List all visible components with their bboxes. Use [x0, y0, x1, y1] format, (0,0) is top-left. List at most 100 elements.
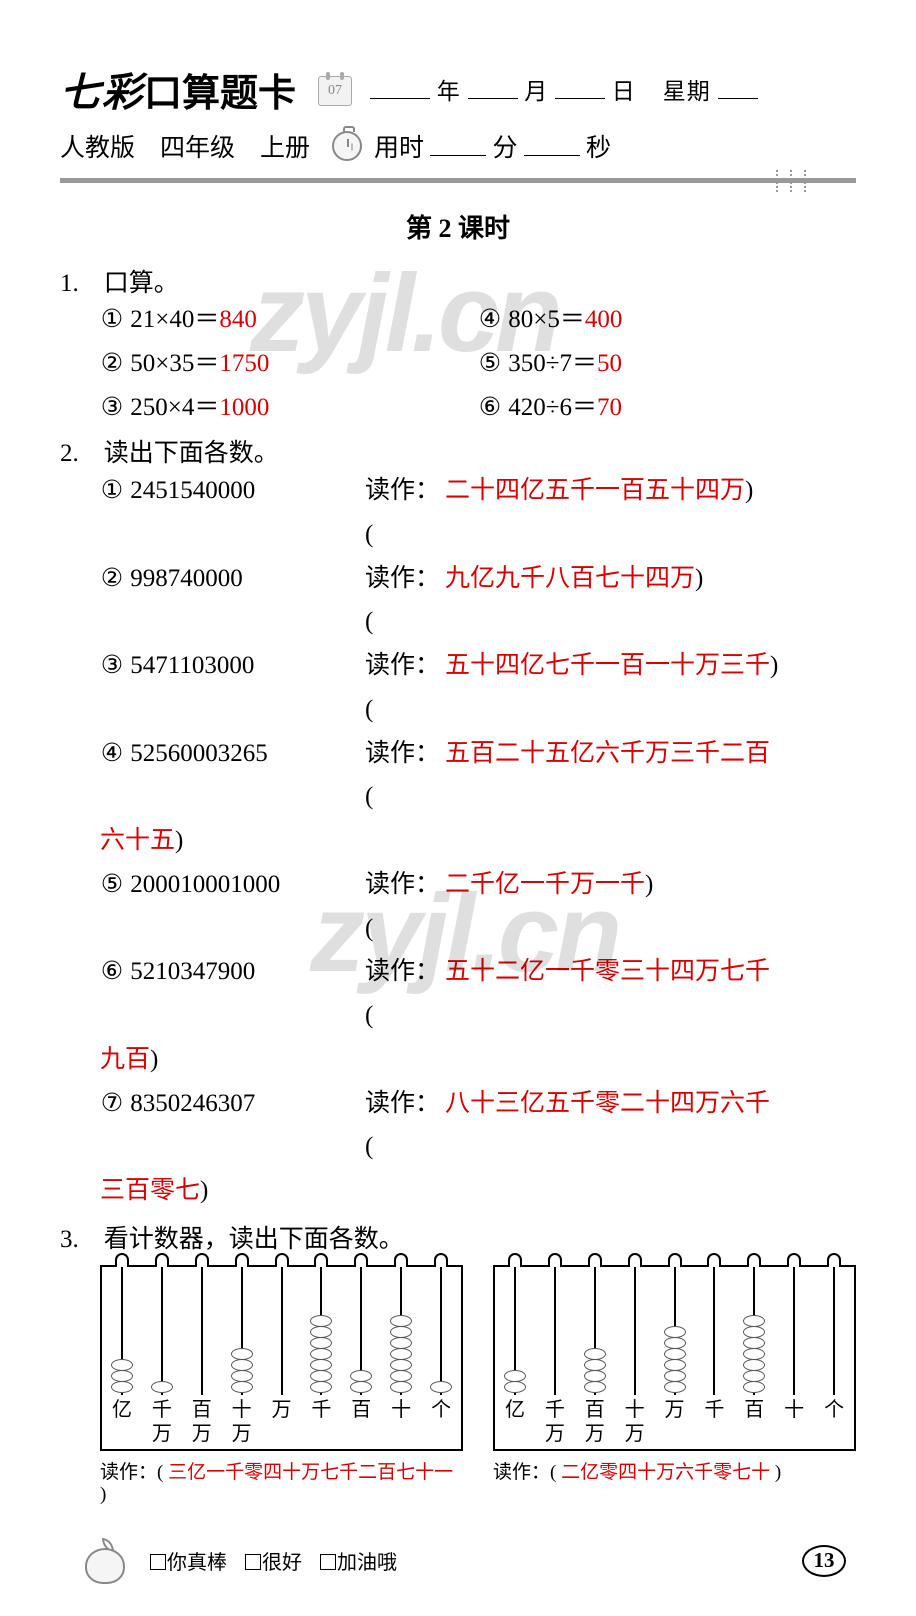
bead: [310, 1348, 332, 1360]
checkbox-icon[interactable]: [320, 1554, 336, 1570]
bead: [350, 1370, 372, 1382]
q2-item: ④ 52560003265读作：( 五百二十五亿六千万三千二百: [100, 732, 856, 820]
item-num: ④: [478, 304, 502, 334]
min-blank[interactable]: [430, 131, 486, 156]
rule-marks: [776, 170, 806, 192]
q2-number: ⑤ 200010001000: [100, 863, 365, 951]
place-label: 千: [694, 1398, 734, 1446]
read-label: 读作：(: [100, 1462, 163, 1483]
bead: [390, 1326, 412, 1338]
abacus-answer: 读作：( 二亿零四十万六千零七十 ): [493, 1457, 856, 1484]
q1-item: ② 50×35＝1750: [100, 343, 478, 379]
q2-item: ② 998740000读作：( 九亿九千八百七十四万 ): [100, 557, 856, 645]
place-label: 千万: [142, 1398, 182, 1446]
place-label: 十: [774, 1398, 814, 1446]
worksheet-page: zyjl.cn zyjl.cn 七彩口算题卡 07 年 月 日 星期 人教版 四…: [0, 0, 916, 1616]
place-label: 万: [262, 1398, 302, 1446]
abacus-rod: [222, 1267, 262, 1395]
item-num: ③: [100, 392, 124, 422]
close-paren: ): [175, 819, 183, 863]
bead: [743, 1348, 765, 1360]
lesson-title: 第 2 课时: [60, 208, 856, 245]
logo-rest: 口算题卡: [144, 73, 296, 115]
read-label: 读作：(: [365, 732, 445, 820]
bead: [584, 1359, 606, 1371]
close-paren: ): [150, 1038, 158, 1082]
bead: [151, 1381, 173, 1393]
year-blank[interactable]: [370, 76, 430, 99]
bead: [743, 1315, 765, 1327]
bead: [504, 1381, 526, 1393]
bead: [430, 1381, 452, 1393]
close-paren: ): [770, 1462, 781, 1483]
bead: [310, 1381, 332, 1393]
item-num: ②: [100, 348, 124, 378]
item-num: ⑤: [478, 348, 502, 378]
bead: [390, 1370, 412, 1382]
q2-number: ① 2451540000: [100, 469, 365, 557]
close-paren: ): [645, 863, 653, 951]
abacus-rod: [615, 1267, 655, 1395]
answer: 八十三亿五千零二十四万六千: [445, 1082, 770, 1170]
bead: [390, 1381, 412, 1393]
close-paren: ): [745, 469, 753, 557]
read-label: 读作：(: [365, 1082, 445, 1170]
rating-option[interactable]: 加油哦: [320, 1552, 397, 1574]
bead: [231, 1370, 253, 1382]
rating-option[interactable]: 很好: [245, 1552, 302, 1574]
page-number: 13: [802, 1545, 846, 1577]
day-blank[interactable]: [555, 76, 605, 99]
q2-item-cont: 三百零七 ): [100, 1169, 856, 1213]
place-label: 亿: [102, 1398, 142, 1446]
bead: [310, 1370, 332, 1382]
q2-item: ③ 5471103000读作：( 五十四亿七千一百一十万三千 ): [100, 644, 856, 732]
bead: [743, 1326, 765, 1338]
calendar-icon: 07: [318, 76, 352, 106]
logo: 七彩口算题卡: [60, 60, 296, 118]
checkbox-icon[interactable]: [245, 1554, 261, 1570]
time-fields: 用时 分 秒: [374, 128, 611, 164]
item-num: ①: [100, 304, 124, 334]
abacus-rod: [341, 1267, 381, 1395]
month-blank[interactable]: [468, 76, 518, 99]
q1-item: ⑤ 350÷7＝50: [478, 343, 856, 379]
place-label: 百万: [575, 1398, 615, 1446]
month-label: 月: [524, 79, 548, 104]
time-label: 用时: [374, 135, 424, 162]
bead: [310, 1337, 332, 1349]
q2-item: ① 2451540000读作：( 二十四亿五千一百五十四万 ): [100, 469, 856, 557]
abacus-rod: [655, 1267, 695, 1395]
abacus-rod: [182, 1267, 222, 1395]
bead: [350, 1381, 372, 1393]
weekday-blank[interactable]: [718, 76, 758, 99]
q2-number: ⑥ 5210347900: [100, 950, 365, 1038]
checkbox-icon[interactable]: [150, 1554, 166, 1570]
sec-blank[interactable]: [524, 131, 580, 156]
answer-cont: 九百: [100, 1038, 150, 1082]
bead: [584, 1348, 606, 1360]
day-label: 日: [612, 79, 636, 104]
bead: [584, 1370, 606, 1382]
expr: 250×4＝: [130, 394, 219, 421]
q1-item: ① 21×40＝840: [100, 299, 478, 335]
bead: [664, 1370, 686, 1382]
rating-option[interactable]: 你真棒: [150, 1552, 227, 1574]
bead: [664, 1359, 686, 1371]
date-fields: 年 月 日 星期: [370, 72, 758, 106]
bead: [231, 1348, 253, 1360]
bead: [111, 1381, 133, 1393]
bead: [664, 1337, 686, 1349]
answer: 二十四亿五千一百五十四万: [445, 469, 745, 557]
read-label: 读作：(: [493, 1462, 556, 1483]
abacus-rod: [535, 1267, 575, 1395]
expr: 80×5＝: [508, 306, 585, 333]
bead: [584, 1381, 606, 1393]
place-label: 百万: [182, 1398, 222, 1446]
answer: 二千亿一千万一千: [445, 863, 645, 951]
bead: [231, 1381, 253, 1393]
item-num: ⑥: [478, 392, 502, 422]
answer: 70: [597, 394, 622, 421]
abacus-rod: [814, 1267, 854, 1395]
bead: [390, 1337, 412, 1349]
answer: 九亿九千八百七十四万: [445, 557, 695, 645]
